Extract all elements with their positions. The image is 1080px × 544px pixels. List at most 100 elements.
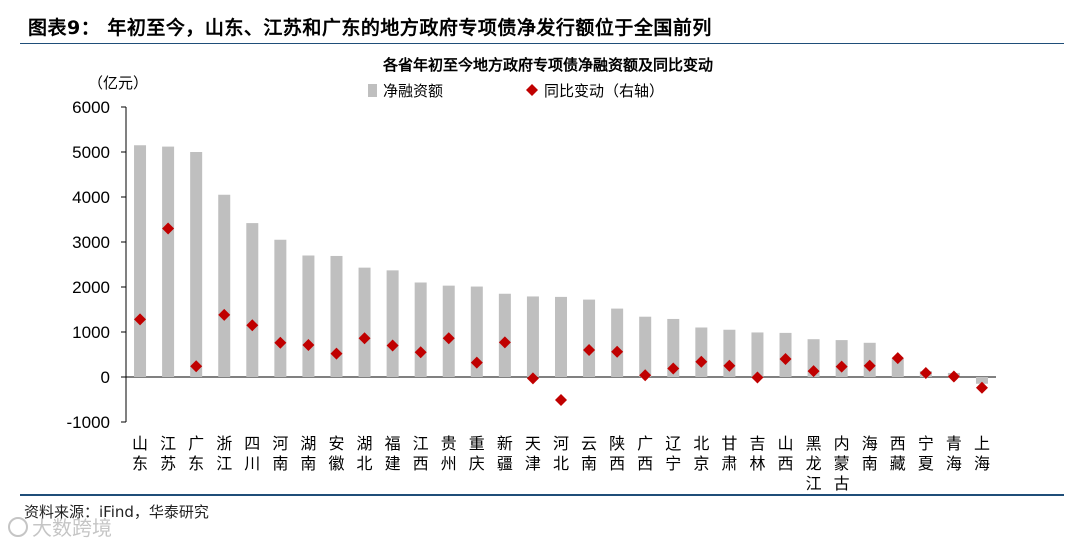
point-辽宁 — [667, 362, 680, 375]
point-北京 — [695, 355, 708, 368]
point-重庆 — [470, 356, 483, 369]
bar-陕西 — [611, 308, 624, 377]
bar-江苏 — [162, 146, 175, 377]
x-tick-label: 北京 — [693, 434, 709, 473]
x-tick-label: 四川 — [244, 434, 260, 473]
point-内蒙古 — [835, 360, 848, 373]
y-tick-label: 5000 — [72, 143, 110, 162]
x-tick-label: 贵州 — [441, 434, 457, 473]
x-tick-label: 陕西 — [609, 434, 625, 473]
point-陕西 — [611, 345, 624, 358]
point-新疆 — [498, 336, 511, 349]
bar-河南 — [274, 239, 287, 377]
point-湖北 — [358, 332, 371, 345]
bar-浙江 — [218, 194, 231, 377]
x-tick-label: 山东 — [132, 434, 148, 473]
x-tick-label: 新疆 — [497, 434, 513, 473]
y-axis-unit-label: （亿元） — [88, 74, 148, 92]
x-tick-label: 河北 — [553, 434, 569, 473]
x-tick-label: 青海 — [946, 434, 962, 473]
point-四川 — [246, 319, 259, 332]
bar-安徽 — [330, 255, 343, 377]
x-tick-label: 湖北 — [357, 434, 373, 473]
bar-湖南 — [302, 255, 315, 377]
watermark-logo-icon — [8, 516, 28, 537]
x-tick-label: 广西 — [637, 434, 653, 473]
x-tick-label: 云南 — [581, 434, 597, 473]
bar-天津 — [526, 296, 539, 377]
bar-河北 — [555, 296, 567, 377]
point-福建 — [386, 339, 399, 352]
bar-新疆 — [498, 293, 511, 377]
point-河北 — [555, 393, 567, 406]
point-西藏 — [891, 352, 904, 365]
x-tick-label: 上海 — [974, 434, 990, 473]
chart-title: 各省年初至今地方政府专项债净融资额及同比变动 — [382, 56, 713, 74]
figure-title: 图表9： 年初至今，山东、江苏和广东的地方政府专项债净发行额位于全国前列 — [28, 17, 712, 39]
x-tick-label: 黑龙江 — [806, 434, 822, 493]
x-tick-label: 辽宁 — [665, 434, 681, 473]
y-tick-label: 6000 — [72, 98, 110, 117]
x-tick-label: 内蒙古 — [834, 434, 850, 493]
point-江西 — [414, 346, 427, 359]
bar-辽宁 — [667, 318, 680, 377]
y-tick-label: 1000 — [72, 323, 110, 342]
bar-广东 — [190, 152, 203, 377]
y-tick-label: 2000 — [72, 278, 110, 297]
x-tick-label: 吉林 — [749, 434, 765, 473]
x-tick-label: 安徽 — [328, 434, 344, 473]
legend-bar-label: 净融资额 — [383, 82, 443, 100]
bar-云南 — [583, 299, 596, 377]
watermark-text: 大数跨境 — [32, 516, 112, 540]
x-tick-label: 甘肃 — [721, 434, 737, 473]
bar-黑龙江 — [807, 339, 820, 377]
point-宁夏 — [919, 366, 932, 379]
y-tick-label: -1000 — [67, 413, 110, 432]
y-tick-label: 3000 — [72, 233, 110, 252]
point-青海 — [947, 370, 960, 383]
point-贵州 — [442, 332, 455, 345]
y-tick-label: 0 — [101, 368, 110, 387]
top-divider — [20, 43, 1064, 44]
x-tick-label: 宁夏 — [918, 434, 934, 473]
x-tick-label: 湖南 — [300, 434, 316, 473]
point-广西 — [639, 369, 652, 382]
x-tick-label: 江苏 — [160, 434, 176, 473]
bar-西藏 — [891, 358, 904, 377]
point-吉林 — [751, 371, 764, 384]
point-江苏 — [162, 222, 175, 235]
point-甘肃 — [723, 359, 736, 372]
source-note: 资料来源：iFind，华泰研究 — [24, 503, 209, 521]
x-tick-label: 天津 — [525, 434, 541, 473]
x-tick-label: 河南 — [272, 434, 288, 473]
x-tick-label: 浙江 — [216, 434, 232, 473]
point-山西 — [779, 353, 792, 365]
bar-重庆 — [470, 286, 483, 377]
point-浙江 — [218, 308, 231, 321]
point-天津 — [526, 372, 539, 385]
y-tick-label: 4000 — [72, 188, 110, 207]
legend-diamond-swatch — [526, 84, 538, 96]
x-tick-label: 江西 — [413, 434, 429, 473]
bar-山东 — [134, 145, 147, 377]
x-tick-label: 重庆 — [469, 434, 485, 473]
point-云南 — [583, 344, 596, 356]
point-河南 — [274, 336, 287, 349]
bar-北京 — [695, 327, 708, 377]
bottom-divider — [20, 494, 1064, 496]
legend-bar-swatch — [368, 84, 377, 97]
legend: 净融资额 同比变动（右轴） — [368, 82, 664, 100]
bar-四川 — [246, 223, 259, 377]
bar-江西 — [414, 282, 427, 377]
point-安徽 — [330, 347, 343, 360]
x-tick-label: 山西 — [778, 434, 794, 473]
point-黑龙江 — [807, 365, 820, 378]
x-tick-label: 福建 — [385, 434, 401, 473]
bar-上海 — [975, 377, 988, 384]
watermark: 大数跨境 — [8, 512, 112, 541]
point-湖南 — [302, 339, 315, 352]
point-广东 — [190, 360, 203, 373]
x-tick-label: 广东 — [188, 434, 204, 473]
legend-diamond-label: 同比变动（右轴） — [544, 82, 664, 100]
